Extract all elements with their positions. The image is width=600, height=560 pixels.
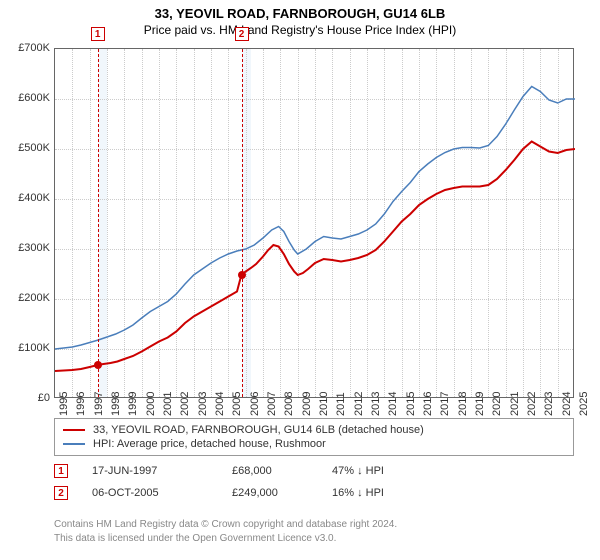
plot-region: 12 <box>54 48 574 398</box>
x-axis-label: 2020 <box>491 392 503 416</box>
event-line <box>98 49 99 397</box>
legend-item-price-paid: 33, YEOVIL ROAD, FARNBOROUGH, GU14 6LB (… <box>63 423 565 437</box>
x-axis-label: 1995 <box>58 392 70 416</box>
legend-swatch <box>63 443 85 445</box>
legend-swatch <box>63 429 85 431</box>
event-row: 2 06-OCT-2005 £249,000 16% ↓ HPI <box>54 482 574 504</box>
x-axis-label: 2018 <box>457 392 469 416</box>
x-axis-label: 2012 <box>353 392 365 416</box>
event-date: 17-JUN-1997 <box>92 465 232 477</box>
y-axis-label: £400K <box>4 192 50 204</box>
event-dot <box>238 271 246 279</box>
event-hpi-delta: 16% ↓ HPI <box>332 487 432 499</box>
x-axis-label: 2009 <box>301 392 313 416</box>
event-marker: 1 <box>91 27 105 41</box>
line-canvas <box>55 49 575 399</box>
x-axis-label: 2000 <box>145 392 157 416</box>
event-dot <box>94 361 102 369</box>
y-axis-label: £300K <box>4 242 50 254</box>
x-axis-label: 2006 <box>249 392 261 416</box>
x-axis-label: 2010 <box>318 392 330 416</box>
legend-label: HPI: Average price, detached house, Rush… <box>93 438 326 450</box>
y-axis-label: £200K <box>4 292 50 304</box>
x-axis-label: 2017 <box>439 392 451 416</box>
x-axis-label: 2004 <box>214 392 226 416</box>
event-price: £249,000 <box>232 487 332 499</box>
event-line <box>242 49 243 397</box>
y-axis-label: £700K <box>4 42 50 54</box>
series-price_paid <box>55 142 575 372</box>
events-table: 1 17-JUN-1997 £68,000 47% ↓ HPI 2 06-OCT… <box>54 460 574 504</box>
series-hpi <box>55 87 575 350</box>
x-axis-label: 2001 <box>162 392 174 416</box>
x-axis-label: 1999 <box>127 392 139 416</box>
x-axis-label: 1997 <box>93 392 105 416</box>
x-axis-label: 2015 <box>405 392 417 416</box>
x-axis-label: 2016 <box>422 392 434 416</box>
x-axis-label: 2024 <box>561 392 573 416</box>
legend: 33, YEOVIL ROAD, FARNBOROUGH, GU14 6LB (… <box>54 418 574 456</box>
x-axis-label: 1996 <box>75 392 87 416</box>
x-axis-label: 2014 <box>387 392 399 416</box>
x-axis-label: 2021 <box>509 392 521 416</box>
x-axis-label: 2002 <box>179 392 191 416</box>
x-axis-label: 2022 <box>526 392 538 416</box>
event-badge: 2 <box>54 486 68 500</box>
legend-label: 33, YEOVIL ROAD, FARNBOROUGH, GU14 6LB (… <box>93 424 424 436</box>
chart-title: 33, YEOVIL ROAD, FARNBOROUGH, GU14 6LB <box>0 0 600 21</box>
event-date: 06-OCT-2005 <box>92 487 232 499</box>
footer-line: This data is licensed under the Open Gov… <box>54 532 574 546</box>
x-axis-label: 2008 <box>283 392 295 416</box>
x-axis-label: 1998 <box>110 392 122 416</box>
chart-area: 12 £0£100K£200K£300K£400K£500K£600K£700K… <box>54 48 574 398</box>
y-axis-label: £500K <box>4 142 50 154</box>
y-axis-label: £600K <box>4 92 50 104</box>
y-axis-label: £0 <box>4 392 50 404</box>
event-marker: 2 <box>235 27 249 41</box>
y-axis-label: £100K <box>4 342 50 354</box>
footer-attribution: Contains HM Land Registry data © Crown c… <box>54 518 574 545</box>
x-axis-label: 2019 <box>474 392 486 416</box>
x-axis-label: 2003 <box>197 392 209 416</box>
x-axis-label: 2011 <box>335 392 347 416</box>
event-price: £68,000 <box>232 465 332 477</box>
legend-item-hpi: HPI: Average price, detached house, Rush… <box>63 437 565 451</box>
x-axis-label: 2007 <box>266 392 278 416</box>
x-axis-label: 2005 <box>231 392 243 416</box>
x-axis-label: 2025 <box>578 392 590 416</box>
event-row: 1 17-JUN-1997 £68,000 47% ↓ HPI <box>54 460 574 482</box>
x-axis-label: 2013 <box>370 392 382 416</box>
event-badge: 1 <box>54 464 68 478</box>
event-hpi-delta: 47% ↓ HPI <box>332 465 432 477</box>
x-axis-label: 2023 <box>543 392 555 416</box>
footer-line: Contains HM Land Registry data © Crown c… <box>54 518 574 532</box>
